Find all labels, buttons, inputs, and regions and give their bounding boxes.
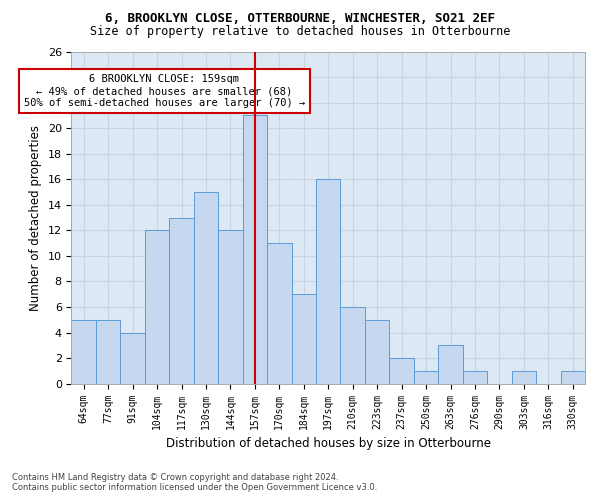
Bar [463, 371, 487, 384]
Bar [145, 230, 169, 384]
Bar [121, 332, 145, 384]
Bar [389, 358, 414, 384]
Bar [169, 218, 194, 384]
Bar [365, 320, 389, 384]
Bar [194, 192, 218, 384]
Text: 6 BROOKLYN CLOSE: 159sqm
← 49% of detached houses are smaller (68)
50% of semi-d: 6 BROOKLYN CLOSE: 159sqm ← 49% of detach… [24, 74, 305, 108]
Text: Size of property relative to detached houses in Otterbourne: Size of property relative to detached ho… [90, 25, 510, 38]
Bar [512, 371, 536, 384]
Y-axis label: Number of detached properties: Number of detached properties [29, 124, 42, 310]
Bar [316, 180, 340, 384]
Text: Contains HM Land Registry data © Crown copyright and database right 2024.
Contai: Contains HM Land Registry data © Crown c… [12, 473, 377, 492]
Bar [438, 346, 463, 384]
Bar [242, 116, 267, 384]
Text: 6, BROOKLYN CLOSE, OTTERBOURNE, WINCHESTER, SO21 2EF: 6, BROOKLYN CLOSE, OTTERBOURNE, WINCHEST… [105, 12, 495, 26]
Bar [292, 294, 316, 384]
Bar [414, 371, 438, 384]
Bar [96, 320, 121, 384]
X-axis label: Distribution of detached houses by size in Otterbourne: Distribution of detached houses by size … [166, 437, 491, 450]
Bar [71, 320, 96, 384]
Bar [340, 307, 365, 384]
Bar [218, 230, 242, 384]
Bar [267, 243, 292, 384]
Bar [560, 371, 585, 384]
